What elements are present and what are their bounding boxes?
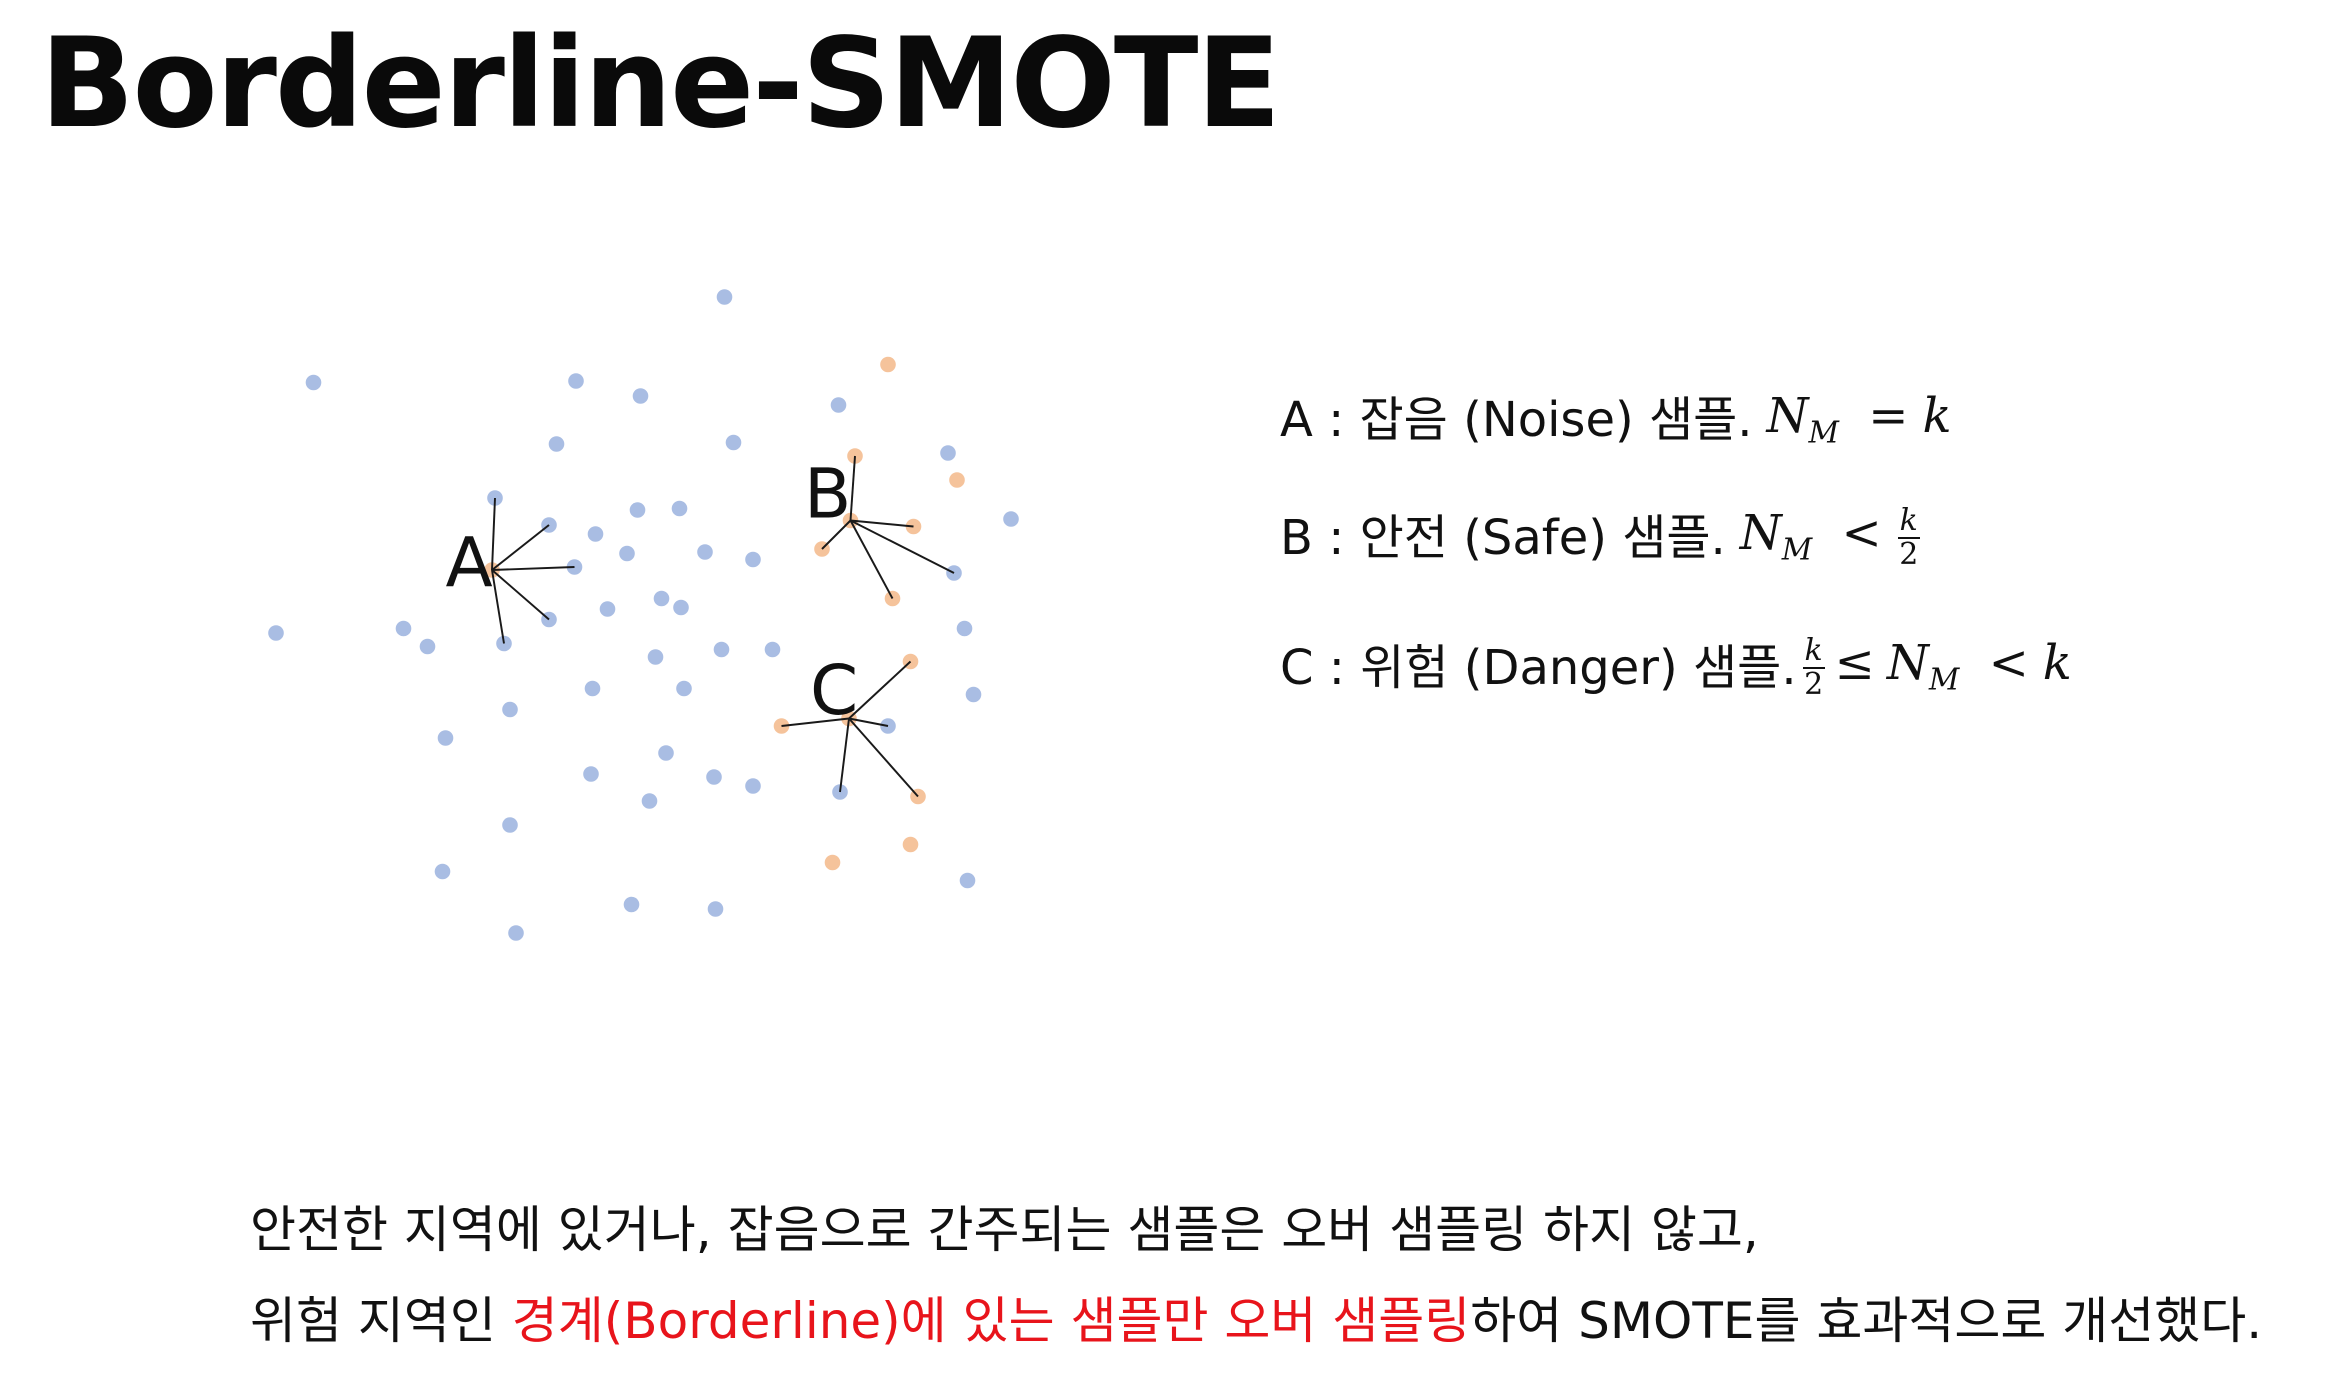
majority-point xyxy=(502,701,518,718)
majority-point xyxy=(965,686,982,703)
majority-point xyxy=(940,445,956,461)
label-a: A xyxy=(446,524,493,604)
majority-point xyxy=(716,289,733,305)
neighbor-line xyxy=(491,524,550,571)
majority-point xyxy=(706,769,722,785)
neighbor-line xyxy=(850,519,955,574)
majority-point xyxy=(305,374,322,391)
majority-point xyxy=(764,641,781,658)
legend-a: A : 잡음 (Noise) 샘플. NM = k xyxy=(1280,392,1952,448)
page-title: Borderline-SMOTE xyxy=(40,12,1281,156)
summary-line-2: 위험 지역인 경계(Borderline)에 있는 샘플만 오버 샘플링하여 S… xyxy=(250,1292,2263,1350)
neighbor-line xyxy=(850,519,914,528)
majority-point xyxy=(619,545,635,562)
majority-point xyxy=(1003,511,1019,527)
majority-point xyxy=(959,872,976,889)
majority-point xyxy=(830,397,847,413)
majority-point xyxy=(629,502,646,518)
minority-point xyxy=(824,854,841,871)
scatter-diagram: A B C xyxy=(268,289,1019,941)
majority-point xyxy=(502,817,518,833)
majority-point xyxy=(568,373,584,389)
minority-point xyxy=(880,356,896,373)
legend-c-text: C : 위험 (Danger) 샘플. xyxy=(1280,639,1797,696)
legend-b-formula: NM < xyxy=(1739,505,1882,568)
majority-point xyxy=(599,601,616,617)
legend-c-formula: ≤ NM < k xyxy=(1834,635,2072,698)
majority-point xyxy=(725,434,742,451)
neighbor-line xyxy=(848,660,912,720)
highlight-text: 경계(Borderline)에 있는 샘플만 오버 샘플링 xyxy=(511,1292,1471,1350)
majority-point xyxy=(707,901,724,917)
legend-b-text: B : 안전 (Safe) 샘플. xyxy=(1280,509,1726,566)
neighbor-line xyxy=(781,717,850,727)
majority-point xyxy=(956,620,973,637)
summary-line-1: 안전한 지역에 있거나, 잡음으로 간주되는 샘플은 오버 샘플링 하지 않고, xyxy=(250,1201,1759,1259)
neighbor-line xyxy=(491,569,505,644)
majority-point xyxy=(419,638,436,655)
majority-point xyxy=(697,544,713,560)
neighbor-lines xyxy=(491,455,955,798)
majority-point xyxy=(584,680,601,697)
minority-point xyxy=(949,472,965,488)
sample-points xyxy=(268,289,1019,941)
majority-point xyxy=(671,500,688,517)
label-b: B xyxy=(804,455,851,535)
minority-point xyxy=(902,836,919,853)
majority-point xyxy=(548,436,565,452)
majority-point xyxy=(583,766,599,782)
neighbor-line xyxy=(491,569,550,621)
majority-point xyxy=(395,620,412,637)
neighbor-line xyxy=(848,717,919,798)
majority-point xyxy=(653,590,670,607)
majority-point xyxy=(632,388,649,404)
neighbor-line xyxy=(848,717,889,727)
majority-point xyxy=(713,641,730,658)
majority-point xyxy=(434,863,451,880)
majority-point xyxy=(745,778,761,794)
majority-point xyxy=(437,730,454,746)
legend-a-formula: NM = k xyxy=(1766,388,1952,451)
majority-point xyxy=(676,680,692,697)
neighbor-line xyxy=(849,520,894,599)
majority-point xyxy=(268,625,284,641)
neighbor-line xyxy=(839,718,850,793)
majority-point xyxy=(508,925,524,941)
neighbor-line xyxy=(491,566,575,571)
majority-point xyxy=(647,649,664,665)
majority-point xyxy=(641,793,658,809)
majority-point xyxy=(587,526,604,542)
majority-point xyxy=(745,551,761,568)
majority-point xyxy=(658,745,674,761)
neighbor-line xyxy=(821,519,852,550)
majority-point xyxy=(673,599,689,616)
majority-point xyxy=(623,896,640,913)
neighbor-line xyxy=(491,497,496,571)
neighbor-line xyxy=(849,455,856,521)
legend-a-text: A : 잡음 (Noise) 샘플. xyxy=(1280,392,1753,449)
